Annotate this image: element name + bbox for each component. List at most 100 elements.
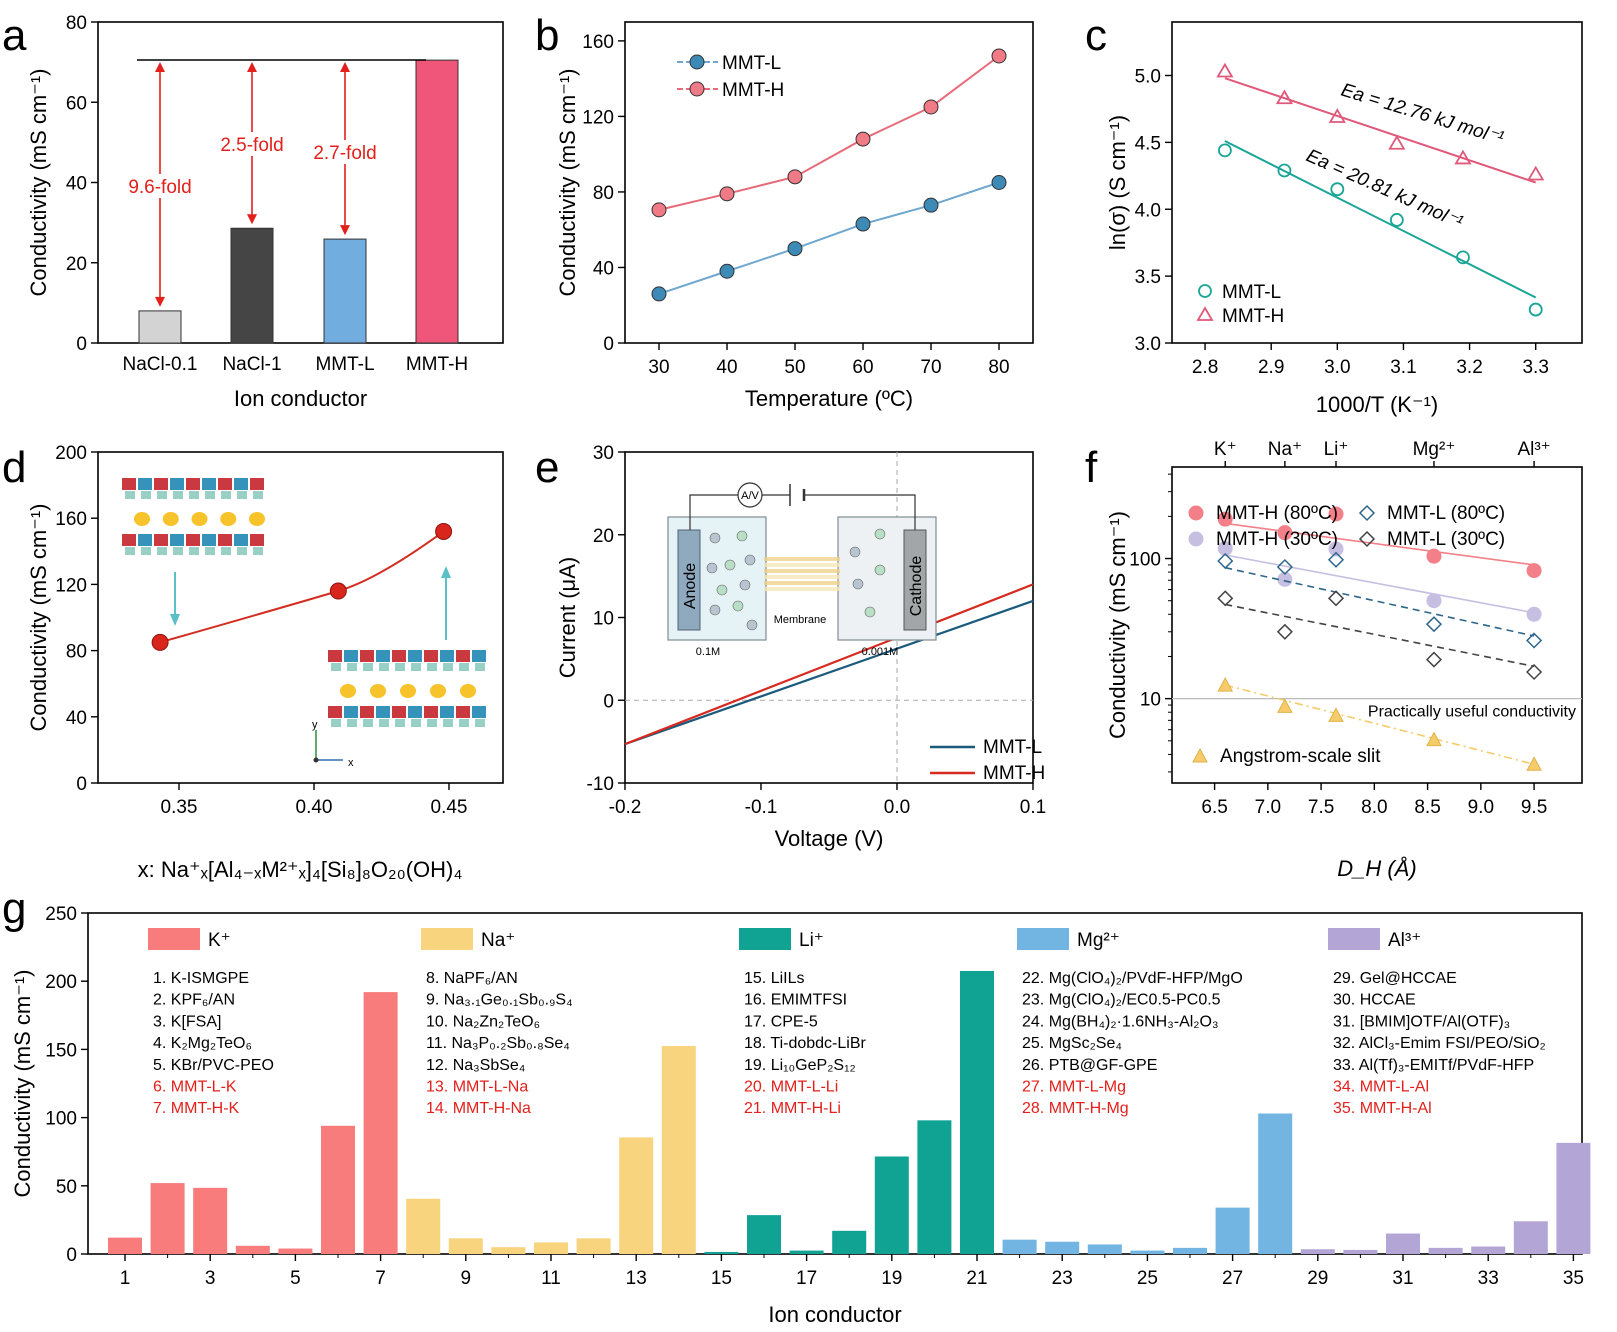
bar-6 [321,1125,355,1254]
legend-label: MMT-H [1222,306,1284,327]
x-tick-label: -0.2 [609,797,642,818]
membrane-layer [764,563,840,567]
bar-28 [1258,1113,1293,1254]
membrane-layer [764,557,840,561]
fit-line-2 [1225,566,1535,637]
bar-5 [278,1248,313,1254]
ion-icon [746,619,758,631]
data-point-MMT-L [1528,302,1543,317]
group-swatch [1017,928,1069,950]
bar-NaCl-0.1 [138,310,182,344]
data-point-4 [1277,698,1293,713]
ion-icon [732,600,744,612]
panel-letter: g [2,884,26,933]
x-axis-title: Temperature (ºC) [745,386,913,411]
series-line-MMT-H [658,55,1000,211]
data-point-0 [1328,506,1344,522]
group-entry: 1. K-ISMGPE [153,970,249,987]
group-entry: 35. MMT-H-Al [1333,1100,1432,1117]
data-point-3 [1526,663,1543,681]
annotation-bg [120,174,200,198]
lattice-tile [122,478,136,490]
y-tick-label: 3.5 [1135,267,1161,288]
annotation-bg [212,132,292,156]
lattice-tile [221,547,231,555]
ion-icon [874,564,886,576]
lattice-tile [360,650,374,662]
arrow-head-down [155,296,165,307]
data-point-MMT-L [787,241,803,257]
legend-marker [1358,530,1376,548]
membrane-label: Membrane [774,614,827,626]
group-entry: 28. MMT-H-Mg [1022,1100,1129,1117]
arrow-head-up [247,62,257,72]
x-tick-label: 50 [784,357,805,378]
x-tick-label: 3.1 [1390,357,1416,378]
lattice-tile [395,663,405,671]
bar-12 [576,1238,611,1254]
x-tick-label: 35 [1563,1268,1584,1289]
sodium-ion [460,684,476,698]
group-entry: 23. Mg(ClO₄)₂/EC0.5-PC0.5 [1022,992,1221,1009]
x-tick-label: 19 [881,1268,902,1289]
bar-20 [917,1120,952,1254]
sodium-ion [249,512,265,526]
bar-7 [363,992,398,1254]
legend-label: MMT-H [983,763,1045,784]
x-tick-label: 30 [648,357,669,378]
x-tick-label: 3.3 [1522,357,1548,378]
x-tick-label: 17 [796,1268,817,1289]
x-axis-title: x: Na⁺ₓ[Al₄₋ₓM²⁺ₓ]₄[Si₈]₈O₂₀(OH)₄ [138,857,463,882]
lattice-tile [253,547,263,555]
lattice-tile [141,547,151,555]
bar-18 [832,1230,867,1254]
legend-label: MMT-L (30ºC) [1387,529,1505,550]
x-tick-label: 7.5 [1308,797,1334,818]
x-tick-label: 0.40 [296,797,333,818]
x-axis-title: D_H (Å) [1337,856,1416,881]
x-tick-label: 11 [541,1268,561,1289]
data-point-MMT-H [787,169,803,185]
lattice-tile [379,719,389,727]
lattice-tile [250,534,264,546]
bar-2 [150,1183,185,1254]
group-entry: 19. Li₁₀GeP₂S₁₂ [744,1057,856,1074]
lattice-tile [250,478,264,490]
data-point-MMT-L [1456,250,1470,265]
membrane-layer [764,587,840,591]
data-point-MMT-L [1330,182,1345,197]
fit-line-1 [1225,554,1535,614]
legend-marker [1188,531,1204,547]
fold-annotation: 9.6-fold [128,177,191,198]
pointer-arrow-head [441,566,451,578]
sodium-ion [340,684,356,698]
data-point-MMT-L [923,197,939,213]
bar-15 [704,1251,739,1254]
meter-icon [737,482,763,508]
y-tick-label: 40 [66,708,87,729]
data-point-MMT-H [855,131,871,147]
lattice-tile [424,706,438,718]
y-axis-title: Conductivity (mS cm⁻¹) [10,970,35,1198]
lattice-tile [344,650,358,662]
x-tick-label: 13 [626,1268,647,1289]
bar-16 [747,1215,781,1254]
y-tick-label: 120 [582,107,614,128]
lattice-tile [475,719,485,727]
data-point-0 [1277,525,1293,541]
y-tick-label: 200 [45,972,77,993]
x-tick-label: 27 [1222,1268,1243,1289]
data-point-MMT-H [1275,89,1293,105]
panel-letter: a [2,11,27,60]
fold-annotation: 2.5-fold [220,135,283,156]
bar-10 [491,1247,526,1254]
bar-8 [406,1198,441,1254]
group-entry: 26. PTB@GF-GPE [1022,1057,1157,1074]
axis-letter: y [312,719,318,731]
x-tick-label: NaCl-0.1 [123,354,198,375]
lattice-tile [376,706,390,718]
y-tick-label: 100 [45,1109,77,1130]
lattice-tile [218,478,232,490]
y-tick-label: 40 [593,258,614,279]
bar-17 [789,1250,824,1254]
